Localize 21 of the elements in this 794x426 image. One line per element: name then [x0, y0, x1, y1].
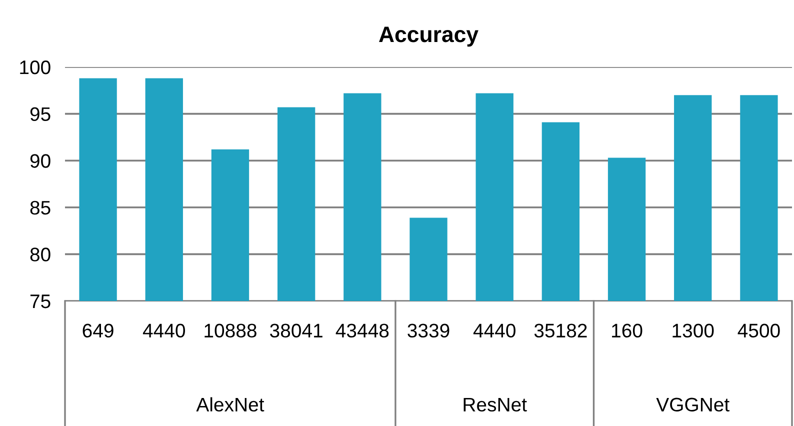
x-tick-label: 1300	[672, 324, 714, 338]
y-tick-label: 95	[30, 107, 50, 122]
x-tick-label: 3339	[408, 324, 450, 338]
y-tick-label: 80	[30, 248, 50, 262]
x-tick-label: 43448	[336, 324, 389, 338]
x-tick-label: 4500	[738, 324, 780, 338]
y-tick-label: 90	[30, 154, 50, 168]
x-tick-label: 649	[82, 324, 114, 338]
x-tick-label: 38041	[270, 324, 322, 338]
chart-title: Accuracy	[379, 26, 478, 47]
x-tick-label: 160	[612, 324, 642, 338]
x-tick-label: 4440	[142, 324, 186, 338]
x-tick-label: 10888	[204, 324, 256, 338]
x-tick-label: 4440	[473, 324, 516, 338]
text: VGGNet	[656, 398, 730, 412]
y-tick-label: 75	[30, 294, 50, 308]
x-tick-label: 35182	[534, 324, 587, 338]
y-tick-label: 85	[30, 200, 50, 215]
y-tick-label: 100	[20, 60, 50, 74]
text: ResNet	[464, 398, 527, 412]
text: AlexNet	[196, 397, 264, 412]
